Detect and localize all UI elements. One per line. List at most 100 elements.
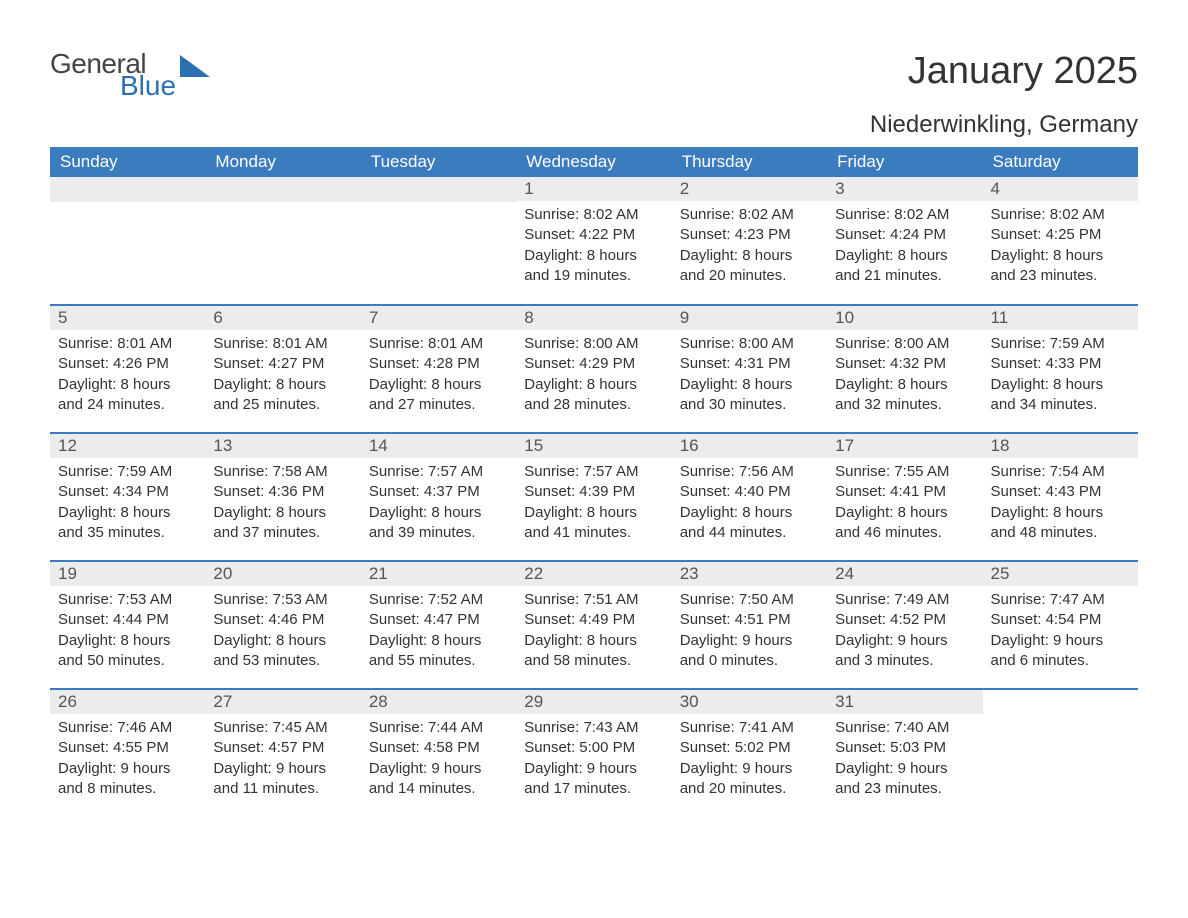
day-details: Sunrise: 7:53 AMSunset: 4:46 PMDaylight:… — [205, 586, 360, 675]
day-details: Sunrise: 7:55 AMSunset: 4:41 PMDaylight:… — [827, 458, 982, 547]
sunrise-line: Sunrise: 7:49 AM — [835, 590, 974, 610]
sunrise-line: Sunrise: 7:41 AM — [680, 718, 819, 738]
daylight-line: Daylight: 8 hours and 27 minutes. — [369, 375, 508, 416]
empty-daynum-bar — [361, 177, 516, 202]
day-details: Sunrise: 8:01 AMSunset: 4:28 PMDaylight:… — [361, 330, 516, 419]
sunset-line: Sunset: 4:36 PM — [213, 482, 352, 502]
calendar-cell: 12Sunrise: 7:59 AMSunset: 4:34 PMDayligh… — [50, 433, 205, 561]
day-number: 18 — [983, 434, 1138, 458]
sunrise-line: Sunrise: 7:54 AM — [991, 462, 1130, 482]
day-details: Sunrise: 7:57 AMSunset: 4:39 PMDaylight:… — [516, 458, 671, 547]
sunset-line: Sunset: 4:26 PM — [58, 354, 197, 374]
day-details: Sunrise: 7:53 AMSunset: 4:44 PMDaylight:… — [50, 586, 205, 675]
calendar-cell: 22Sunrise: 7:51 AMSunset: 4:49 PMDayligh… — [516, 561, 671, 689]
sunrise-line: Sunrise: 8:00 AM — [680, 334, 819, 354]
day-details: Sunrise: 7:59 AMSunset: 4:33 PMDaylight:… — [983, 330, 1138, 419]
sunset-line: Sunset: 4:51 PM — [680, 610, 819, 630]
sunset-line: Sunset: 4:27 PM — [213, 354, 352, 374]
day-number: 19 — [50, 562, 205, 586]
calendar-cell: 7Sunrise: 8:01 AMSunset: 4:28 PMDaylight… — [361, 305, 516, 433]
daylight-line: Daylight: 8 hours and 37 minutes. — [213, 503, 352, 544]
day-header: Saturday — [983, 147, 1138, 177]
day-number: 29 — [516, 690, 671, 714]
calendar-cell: 1Sunrise: 8:02 AMSunset: 4:22 PMDaylight… — [516, 177, 671, 305]
calendar-cell: 26Sunrise: 7:46 AMSunset: 4:55 PMDayligh… — [50, 689, 205, 817]
sunset-line: Sunset: 4:52 PM — [835, 610, 974, 630]
day-header: Wednesday — [516, 147, 671, 177]
sunrise-line: Sunrise: 8:01 AM — [58, 334, 197, 354]
day-number: 7 — [361, 306, 516, 330]
daylight-line: Daylight: 8 hours and 30 minutes. — [680, 375, 819, 416]
day-number: 17 — [827, 434, 982, 458]
sunset-line: Sunset: 4:40 PM — [680, 482, 819, 502]
sunrise-line: Sunrise: 7:59 AM — [991, 334, 1130, 354]
sunrise-line: Sunrise: 7:51 AM — [524, 590, 663, 610]
day-number: 31 — [827, 690, 982, 714]
day-number: 12 — [50, 434, 205, 458]
day-number: 27 — [205, 690, 360, 714]
sunset-line: Sunset: 4:34 PM — [58, 482, 197, 502]
empty-daynum-bar — [50, 177, 205, 202]
calendar-cell: 28Sunrise: 7:44 AMSunset: 4:58 PMDayligh… — [361, 689, 516, 817]
daylight-line: Daylight: 8 hours and 35 minutes. — [58, 503, 197, 544]
calendar-cell: 31Sunrise: 7:40 AMSunset: 5:03 PMDayligh… — [827, 689, 982, 817]
sunset-line: Sunset: 4:43 PM — [991, 482, 1130, 502]
sunrise-line: Sunrise: 7:45 AM — [213, 718, 352, 738]
day-details: Sunrise: 8:00 AMSunset: 4:31 PMDaylight:… — [672, 330, 827, 419]
calendar-cell: 6Sunrise: 8:01 AMSunset: 4:27 PMDaylight… — [205, 305, 360, 433]
day-details: Sunrise: 7:50 AMSunset: 4:51 PMDaylight:… — [672, 586, 827, 675]
daylight-line: Daylight: 8 hours and 55 minutes. — [369, 631, 508, 672]
calendar-week: 5Sunrise: 8:01 AMSunset: 4:26 PMDaylight… — [50, 305, 1138, 433]
day-header: Monday — [205, 147, 360, 177]
daylight-line: Daylight: 8 hours and 58 minutes. — [524, 631, 663, 672]
sunset-line: Sunset: 5:02 PM — [680, 738, 819, 758]
logo-text-block: General Blue — [50, 50, 176, 100]
day-details: Sunrise: 7:59 AMSunset: 4:34 PMDaylight:… — [50, 458, 205, 547]
day-number: 25 — [983, 562, 1138, 586]
day-details: Sunrise: 8:02 AMSunset: 4:25 PMDaylight:… — [983, 201, 1138, 290]
calendar-cell — [361, 177, 516, 305]
sunrise-line: Sunrise: 7:55 AM — [835, 462, 974, 482]
day-number: 23 — [672, 562, 827, 586]
sunrise-line: Sunrise: 7:53 AM — [58, 590, 197, 610]
logo: General Blue — [50, 50, 210, 100]
daylight-line: Daylight: 8 hours and 53 minutes. — [213, 631, 352, 672]
sunrise-line: Sunrise: 7:40 AM — [835, 718, 974, 738]
calendar-week: 12Sunrise: 7:59 AMSunset: 4:34 PMDayligh… — [50, 433, 1138, 561]
day-number: 28 — [361, 690, 516, 714]
daylight-line: Daylight: 9 hours and 14 minutes. — [369, 759, 508, 800]
day-header: Friday — [827, 147, 982, 177]
daylight-line: Daylight: 8 hours and 20 minutes. — [680, 246, 819, 287]
day-number: 6 — [205, 306, 360, 330]
daylight-line: Daylight: 8 hours and 21 minutes. — [835, 246, 974, 287]
sunset-line: Sunset: 4:58 PM — [369, 738, 508, 758]
daylight-line: Daylight: 9 hours and 0 minutes. — [680, 631, 819, 672]
day-details: Sunrise: 7:56 AMSunset: 4:40 PMDaylight:… — [672, 458, 827, 547]
sunset-line: Sunset: 4:57 PM — [213, 738, 352, 758]
sunset-line: Sunset: 4:33 PM — [991, 354, 1130, 374]
calendar-cell: 16Sunrise: 7:56 AMSunset: 4:40 PMDayligh… — [672, 433, 827, 561]
sunrise-line: Sunrise: 7:58 AM — [213, 462, 352, 482]
calendar-cell: 20Sunrise: 7:53 AMSunset: 4:46 PMDayligh… — [205, 561, 360, 689]
sunrise-line: Sunrise: 7:50 AM — [680, 590, 819, 610]
calendar-cell: 5Sunrise: 8:01 AMSunset: 4:26 PMDaylight… — [50, 305, 205, 433]
day-details: Sunrise: 8:00 AMSunset: 4:29 PMDaylight:… — [516, 330, 671, 419]
day-details: Sunrise: 7:45 AMSunset: 4:57 PMDaylight:… — [205, 714, 360, 803]
sunrise-line: Sunrise: 7:53 AM — [213, 590, 352, 610]
day-details: Sunrise: 7:46 AMSunset: 4:55 PMDaylight:… — [50, 714, 205, 803]
calendar-cell: 18Sunrise: 7:54 AMSunset: 4:43 PMDayligh… — [983, 433, 1138, 561]
day-details: Sunrise: 7:49 AMSunset: 4:52 PMDaylight:… — [827, 586, 982, 675]
sunset-line: Sunset: 5:03 PM — [835, 738, 974, 758]
daylight-line: Daylight: 8 hours and 24 minutes. — [58, 375, 197, 416]
daylight-line: Daylight: 8 hours and 25 minutes. — [213, 375, 352, 416]
day-details: Sunrise: 7:40 AMSunset: 5:03 PMDaylight:… — [827, 714, 982, 803]
sunset-line: Sunset: 4:37 PM — [369, 482, 508, 502]
daylight-line: Daylight: 8 hours and 44 minutes. — [680, 503, 819, 544]
daylight-line: Daylight: 9 hours and 11 minutes. — [213, 759, 352, 800]
sunset-line: Sunset: 4:47 PM — [369, 610, 508, 630]
day-details: Sunrise: 7:57 AMSunset: 4:37 PMDaylight:… — [361, 458, 516, 547]
day-details: Sunrise: 7:52 AMSunset: 4:47 PMDaylight:… — [361, 586, 516, 675]
sunrise-line: Sunrise: 7:46 AM — [58, 718, 197, 738]
sunset-line: Sunset: 4:25 PM — [991, 225, 1130, 245]
daylight-line: Daylight: 9 hours and 6 minutes. — [991, 631, 1130, 672]
